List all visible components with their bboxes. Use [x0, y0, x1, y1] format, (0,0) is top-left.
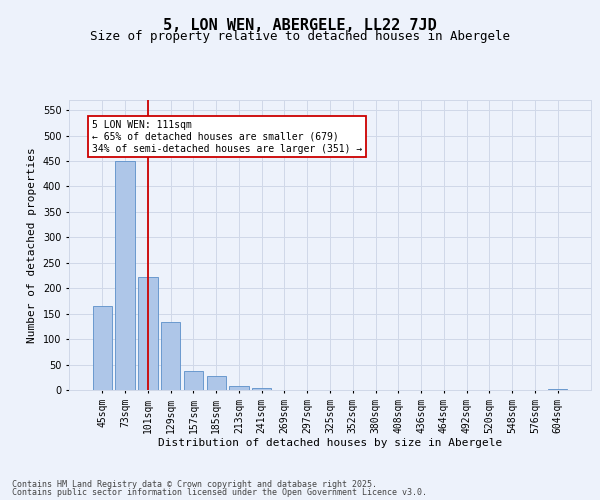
Y-axis label: Number of detached properties: Number of detached properties — [27, 147, 37, 343]
Bar — [252, 388, 271, 390]
Bar — [115, 161, 135, 390]
Bar — [206, 376, 226, 390]
Bar — [229, 386, 248, 390]
Bar — [138, 277, 158, 390]
Text: Contains HM Land Registry data © Crown copyright and database right 2025.: Contains HM Land Registry data © Crown c… — [12, 480, 377, 489]
Bar — [184, 371, 203, 390]
Bar — [548, 389, 567, 390]
X-axis label: Distribution of detached houses by size in Abergele: Distribution of detached houses by size … — [158, 438, 502, 448]
Text: 5, LON WEN, ABERGELE, LL22 7JD: 5, LON WEN, ABERGELE, LL22 7JD — [163, 18, 437, 32]
Text: Contains public sector information licensed under the Open Government Licence v3: Contains public sector information licen… — [12, 488, 427, 497]
Bar — [93, 306, 112, 390]
Text: 5 LON WEN: 111sqm
← 65% of detached houses are smaller (679)
34% of semi-detache: 5 LON WEN: 111sqm ← 65% of detached hous… — [92, 120, 362, 154]
Bar — [161, 322, 181, 390]
Text: Size of property relative to detached houses in Abergele: Size of property relative to detached ho… — [90, 30, 510, 43]
